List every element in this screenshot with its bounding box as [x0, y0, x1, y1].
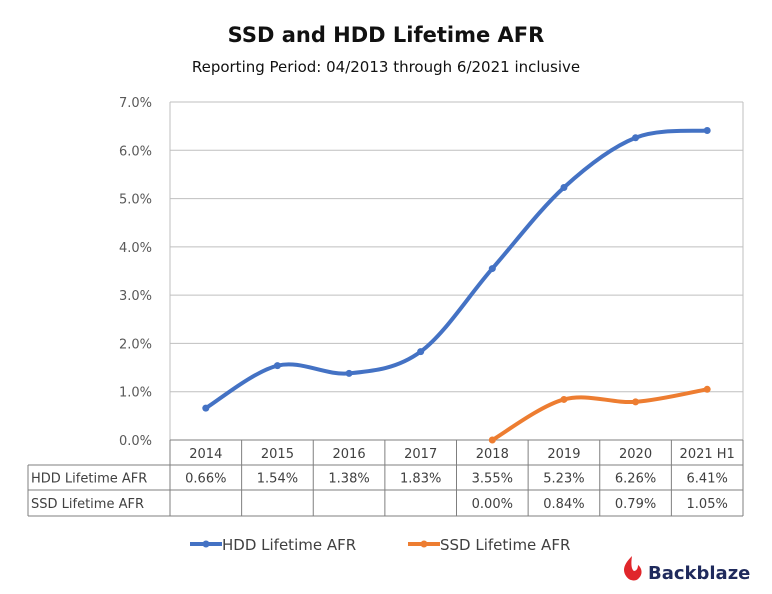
- y-tick-label: 3.0%: [119, 289, 152, 304]
- x-category-label: 2018: [476, 447, 509, 462]
- table-value: 1.05%: [687, 497, 728, 512]
- data-point: [560, 395, 568, 403]
- legend-marker: [202, 540, 210, 548]
- x-category-label: 2014: [189, 447, 222, 462]
- data-point: [560, 183, 568, 191]
- series-line-ssd: [490, 387, 710, 442]
- y-tick-label: 6.0%: [119, 144, 152, 159]
- data-point: [417, 348, 425, 356]
- table-value: 1.83%: [400, 472, 441, 487]
- data-point: [273, 362, 281, 370]
- legend-marker: [420, 540, 428, 548]
- x-category-label: 2019: [547, 447, 580, 462]
- data-point: [345, 369, 353, 377]
- chart-subtitle: Reporting Period: 04/2013 through 6/2021…: [192, 58, 580, 76]
- table-value: 0.00%: [472, 497, 513, 512]
- legend-label: SSD Lifetime AFR: [440, 536, 570, 554]
- table-series-label: SSD Lifetime AFR: [31, 497, 144, 512]
- y-tick-label: 0.0%: [119, 434, 152, 449]
- data-point: [488, 436, 496, 444]
- y-tick-label: 1.0%: [119, 386, 152, 401]
- x-category-label: 2015: [261, 447, 294, 462]
- x-category-label: 2020: [619, 447, 652, 462]
- table-value: 0.84%: [543, 497, 584, 512]
- y-tick-label: 7.0%: [119, 96, 152, 111]
- y-tick-label: 5.0%: [119, 193, 152, 208]
- legend-label: HDD Lifetime AFR: [222, 536, 356, 554]
- chart-title: SSD and HDD Lifetime AFR: [228, 23, 545, 47]
- x-category-label: 2021 H1: [680, 447, 735, 462]
- data-point: [703, 126, 711, 134]
- data-point: [632, 134, 640, 142]
- table-value: 6.26%: [615, 472, 656, 487]
- table-value: 1.54%: [257, 472, 298, 487]
- data-point: [488, 265, 496, 273]
- table-value: 3.55%: [472, 472, 513, 487]
- x-category-label: 2017: [404, 447, 437, 462]
- backblaze-logo: Backblaze: [648, 563, 750, 584]
- table-value: 0.66%: [185, 472, 226, 487]
- table-value: 5.23%: [543, 472, 584, 487]
- x-category-label: 2016: [333, 447, 366, 462]
- data-point: [703, 385, 711, 393]
- y-tick-label: 2.0%: [119, 337, 152, 352]
- table-series-label: HDD Lifetime AFR: [31, 472, 147, 487]
- table-value: 6.41%: [687, 472, 728, 487]
- y-tick-label: 4.0%: [119, 241, 152, 256]
- data-point: [632, 398, 640, 406]
- backblaze-flame-icon: [624, 556, 642, 581]
- table-value: 0.79%: [615, 497, 656, 512]
- table-value: 1.38%: [328, 472, 369, 487]
- data-point: [202, 404, 210, 412]
- series-line-hdd: [203, 128, 710, 411]
